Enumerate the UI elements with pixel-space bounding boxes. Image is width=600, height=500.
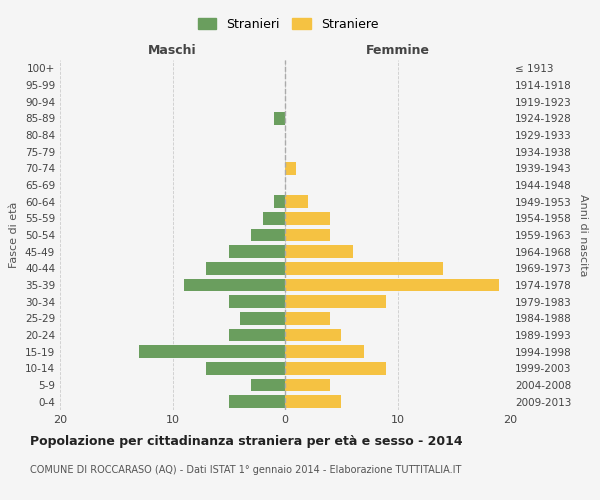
Bar [285, 379, 330, 391]
Bar [285, 196, 308, 208]
Bar [274, 112, 285, 124]
Bar [229, 396, 285, 408]
Legend: Stranieri, Straniere: Stranieri, Straniere [191, 11, 385, 37]
Bar [285, 279, 499, 291]
Y-axis label: Anni di nascita: Anni di nascita [578, 194, 588, 276]
Text: Maschi: Maschi [148, 44, 197, 57]
Bar [274, 196, 285, 208]
Bar [229, 246, 285, 258]
Bar [251, 229, 285, 241]
Bar [285, 246, 353, 258]
Bar [285, 346, 364, 358]
Bar [240, 312, 285, 324]
Bar [229, 296, 285, 308]
Bar [251, 379, 285, 391]
Text: Popolazione per cittadinanza straniera per età e sesso - 2014: Popolazione per cittadinanza straniera p… [30, 435, 463, 448]
Bar [285, 162, 296, 174]
Text: Femmine: Femmine [365, 44, 430, 57]
Bar [139, 346, 285, 358]
Bar [285, 229, 330, 241]
Bar [285, 312, 330, 324]
Bar [285, 362, 386, 374]
Y-axis label: Fasce di età: Fasce di età [10, 202, 19, 268]
Bar [285, 396, 341, 408]
Bar [184, 279, 285, 291]
Bar [263, 212, 285, 224]
Bar [285, 329, 341, 341]
Bar [206, 362, 285, 374]
Bar [285, 262, 443, 274]
Bar [206, 262, 285, 274]
Bar [285, 296, 386, 308]
Bar [285, 212, 330, 224]
Text: COMUNE DI ROCCARASO (AQ) - Dati ISTAT 1° gennaio 2014 - Elaborazione TUTTITALIA.: COMUNE DI ROCCARASO (AQ) - Dati ISTAT 1°… [30, 465, 461, 475]
Bar [229, 329, 285, 341]
